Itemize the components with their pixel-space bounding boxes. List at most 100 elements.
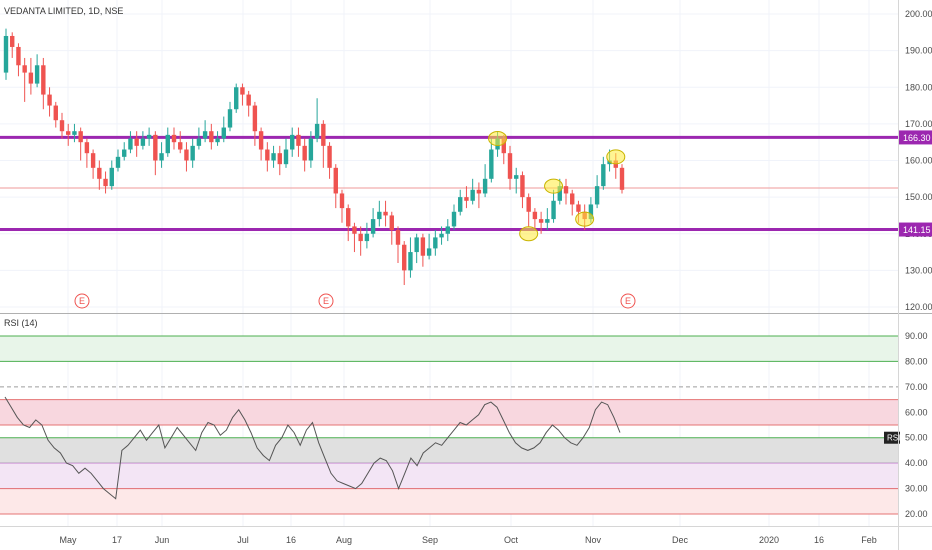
candle — [66, 123, 71, 146]
candle — [10, 32, 15, 58]
rsi-zone — [0, 399, 898, 425]
candle — [383, 200, 388, 227]
level-price-label: 166.30 — [903, 133, 931, 143]
rsi-y-tick-label: 40.00 — [905, 458, 928, 468]
y-tick-label: 120.00 — [905, 302, 932, 312]
candle — [594, 175, 600, 209]
earnings-marker-label: E — [625, 296, 631, 306]
candle — [202, 120, 208, 143]
x-tick-label: Jun — [155, 535, 170, 545]
candle — [109, 160, 114, 190]
candle — [22, 57, 27, 102]
x-tick-label: 16 — [286, 535, 296, 545]
highlight-circle — [575, 211, 595, 227]
candle — [358, 226, 363, 256]
candle — [507, 145, 513, 190]
candle — [28, 57, 34, 95]
candle — [53, 101, 58, 128]
rsi-y-tick-label: 50.00 — [905, 433, 928, 443]
y-tick-label: 170.00 — [905, 119, 932, 129]
candle — [290, 127, 295, 157]
candle — [115, 149, 121, 172]
candle — [296, 127, 301, 157]
candle — [308, 131, 314, 168]
candle — [3, 28, 9, 80]
earnings-marker[interactable]: E — [620, 293, 636, 309]
candle — [321, 120, 326, 168]
candle — [122, 142, 127, 161]
candle — [352, 222, 357, 253]
rsi-y-tick-label: 90.00 — [905, 331, 928, 341]
candle — [389, 211, 394, 245]
candle — [414, 233, 419, 264]
candle — [258, 127, 264, 161]
candle — [215, 131, 220, 146]
candle — [271, 145, 276, 168]
candle — [545, 208, 550, 231]
candle — [451, 204, 457, 231]
x-tick-label: 17 — [112, 535, 122, 545]
candle — [377, 200, 382, 227]
rsi-y-tick-label: 30.00 — [905, 484, 928, 494]
y-tick-label: 150.00 — [905, 192, 932, 202]
candle — [209, 123, 214, 150]
candle — [47, 87, 52, 117]
rsi-zone — [0, 488, 898, 514]
candle — [134, 131, 139, 157]
rsi-zone — [0, 336, 898, 362]
candle — [333, 164, 338, 209]
candle — [433, 230, 438, 256]
candle — [601, 156, 606, 190]
highlight-circle — [519, 226, 539, 242]
candle — [246, 90, 251, 117]
candle — [458, 189, 463, 216]
candle — [78, 127, 83, 161]
candle — [439, 226, 444, 245]
x-tick-label: Feb — [861, 535, 877, 545]
candle — [532, 208, 538, 231]
candle — [59, 112, 65, 139]
chart-title: VEDANTA LIMITED, 1D, NSE — [4, 6, 123, 16]
rsi-y-tick-label: 60.00 — [905, 407, 928, 417]
candle — [165, 127, 170, 157]
candle — [265, 142, 270, 172]
candle — [97, 160, 102, 190]
candle — [128, 131, 133, 154]
candle — [190, 138, 195, 168]
rsi-line — [4, 396, 621, 500]
level-price-label: 141.15 — [903, 225, 931, 235]
x-tick-label: Sep — [422, 535, 438, 545]
y-tick-label: 130.00 — [905, 265, 932, 275]
candle — [302, 138, 307, 172]
candle — [277, 145, 282, 176]
earnings-marker[interactable]: E — [318, 293, 334, 309]
y-tick-label: 160.00 — [905, 156, 932, 166]
highlight-circle — [606, 149, 626, 165]
x-tick-label: Jul — [237, 535, 249, 545]
candle — [184, 142, 189, 172]
x-tick-label: Aug — [336, 535, 352, 545]
candle — [153, 131, 158, 176]
candle — [538, 211, 544, 234]
candle — [470, 178, 475, 205]
rsi-zone — [0, 437, 898, 464]
candle — [445, 219, 450, 242]
candle — [346, 204, 351, 242]
candle — [327, 142, 332, 179]
candle — [489, 138, 494, 183]
candle — [90, 149, 96, 179]
y-tick-label: 200.00 — [905, 9, 932, 19]
candle — [84, 138, 90, 168]
candle — [482, 164, 488, 198]
y-tick-label: 180.00 — [905, 82, 932, 92]
candle — [178, 131, 183, 154]
candle — [526, 193, 531, 227]
candle — [227, 101, 233, 132]
x-tick-label: Nov — [585, 535, 602, 545]
earnings-marker[interactable]: E — [74, 293, 90, 309]
candle — [339, 189, 345, 223]
candle — [408, 237, 413, 278]
candle — [619, 164, 625, 194]
x-tick-label: 2020 — [759, 535, 779, 545]
